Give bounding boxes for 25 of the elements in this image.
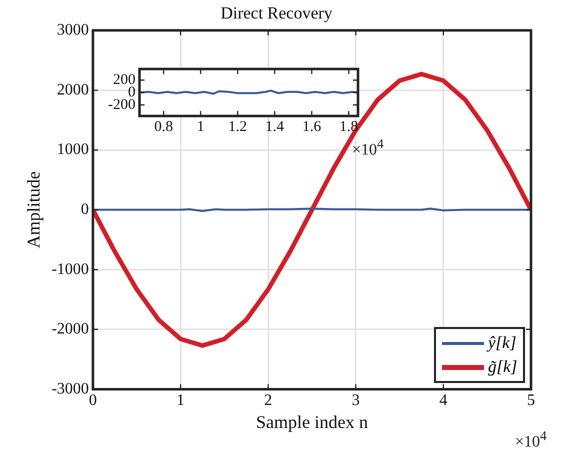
y-tick-label: 1000 bbox=[56, 141, 89, 158]
x-tick-label: 1 bbox=[196, 118, 204, 135]
legend-label: g̃[k] bbox=[488, 357, 518, 378]
y-tick-label: -1000 bbox=[52, 260, 89, 278]
legend-label: ŷ[k] bbox=[488, 333, 516, 354]
x-tick-label: 2 bbox=[264, 392, 272, 410]
y-tick-label: -2000 bbox=[52, 320, 89, 338]
x-tick-label: 5 bbox=[527, 392, 535, 410]
annotation: ×10$^{4}$ bbox=[352, 136, 384, 160]
x-tick-label: 1.2 bbox=[228, 118, 248, 135]
y-tick-label: -3000 bbox=[52, 380, 89, 398]
x-tick-label: 1.6 bbox=[302, 118, 322, 135]
y-tick-label: 0 bbox=[80, 201, 89, 218]
x-axis-title: Sample index n bbox=[256, 412, 368, 432]
x-tick-label: 1 bbox=[176, 392, 185, 410]
x-tick-label: 4 bbox=[439, 392, 448, 410]
x-tick-label: 0.8 bbox=[154, 118, 173, 135]
x-tick-label: 1.4 bbox=[265, 118, 285, 135]
text: ×10$^{4}$ bbox=[515, 428, 547, 452]
y-tick-label: 3000 bbox=[56, 22, 89, 39]
chart-title: Direct Recovery bbox=[220, 4, 333, 23]
x-tick-label: 1.8 bbox=[339, 118, 358, 135]
x-tick-label: 3 bbox=[352, 392, 360, 410]
y-axis-title: Amplitude bbox=[24, 171, 44, 248]
y-tick-label: 2000 bbox=[56, 81, 89, 98]
